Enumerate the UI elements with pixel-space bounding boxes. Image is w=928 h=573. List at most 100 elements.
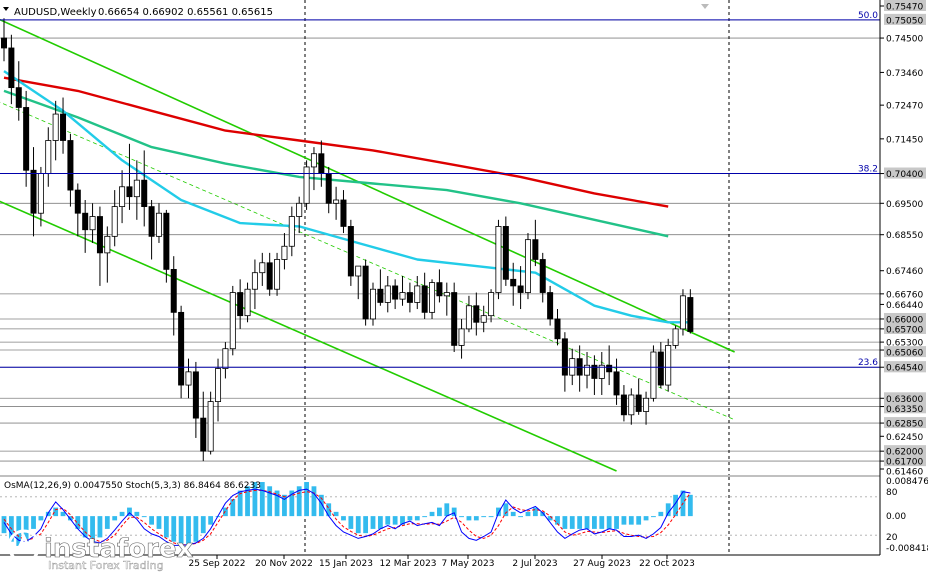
price-label: 0.73460 (886, 69, 923, 79)
osma-bar (510, 511, 516, 517)
candle-body (148, 206, 155, 237)
candle-body (524, 239, 531, 293)
price-label: 0.62850 (886, 420, 923, 430)
candle-body (133, 179, 140, 198)
price-label: 0.72470 (886, 102, 923, 112)
candle-body (126, 186, 133, 198)
candle-body (347, 226, 354, 277)
osma-bar (112, 516, 118, 521)
fib-value-bg (884, 13, 926, 25)
fib-value-label: 0.64540 (886, 364, 923, 374)
osma-bar (577, 516, 583, 529)
osma-bar (665, 503, 671, 517)
candle-body (584, 364, 591, 376)
time-label: 2 Jul 2023 (512, 559, 557, 569)
watermark-name: instaforex (44, 534, 194, 564)
price-label: 0.62000 (886, 448, 923, 458)
candle-body (384, 285, 391, 303)
candle-body (399, 292, 406, 300)
osma-bar (481, 516, 487, 518)
candle-body (111, 206, 118, 237)
indicator-axis-label: -0.008418 (886, 544, 928, 554)
candle-body (266, 262, 273, 290)
osma-bar (377, 516, 383, 529)
price-label-bg (884, 346, 926, 358)
price-label: 0.75470 (886, 3, 923, 13)
indicator-axis-label: 0.0084761 (886, 477, 928, 487)
candle-body (473, 305, 480, 323)
dropdown-arrow-icon[interactable] (3, 7, 9, 11)
osma-bar (599, 516, 605, 529)
osma-bar (23, 516, 29, 542)
candle-body (178, 311, 185, 386)
osma-bar (400, 516, 405, 525)
candle-body (192, 371, 199, 419)
candle-body (288, 216, 295, 247)
osma-bar (636, 516, 642, 525)
osma-bar (569, 516, 575, 529)
price-label: 0.66760 (886, 290, 923, 300)
osma-bar (282, 494, 287, 517)
osma-bar (318, 494, 324, 517)
price-label-bg (884, 417, 926, 429)
time-label: 12 Mar 2023 (379, 559, 436, 569)
candle-body (37, 173, 44, 214)
price-label: 0.62450 (886, 433, 923, 443)
osma-bar (643, 516, 649, 521)
candle-body (67, 140, 74, 191)
osma-bar (200, 516, 206, 534)
candles (0, 18, 694, 462)
stoch-signal-line (3, 489, 691, 546)
candle-body (96, 216, 103, 254)
osma-bar (75, 516, 81, 529)
candle-body (30, 169, 37, 214)
osma-bar (385, 516, 391, 525)
osma-bar (658, 511, 664, 517)
osma-bar (673, 494, 678, 517)
candle-body (52, 113, 59, 141)
time-label: 25 Sep 2022 (188, 559, 245, 569)
osma-bar (525, 511, 531, 517)
candle-body (369, 288, 376, 320)
price-label: 0.61460 (886, 468, 923, 478)
price-label-bg (884, 445, 926, 457)
osma-bar (31, 516, 36, 529)
candle-body (45, 140, 52, 174)
fib-label: 23.6 (858, 358, 878, 368)
candle-body (281, 245, 288, 260)
stoch-main-line (3, 488, 691, 546)
osma-bar (429, 511, 435, 517)
candle-body (119, 186, 126, 208)
osma-bar (252, 482, 258, 517)
price-label-bg (884, 455, 926, 467)
candle-body (310, 153, 317, 168)
candle-body (679, 295, 686, 330)
price-label: 0.69500 (886, 200, 923, 210)
price-label-bg (884, 392, 926, 404)
osma-bar (466, 516, 472, 521)
osma-bar (555, 516, 560, 525)
candle-body (451, 292, 458, 346)
shift-marker-icon[interactable] (701, 4, 709, 9)
candle-body (539, 259, 546, 293)
candle-body (657, 351, 664, 386)
symbol-label: AUDUSD,Weekly (14, 7, 97, 18)
price-label: 0.65300 (886, 339, 923, 349)
candle-body (362, 265, 369, 320)
candle-body (155, 212, 162, 237)
candle-body (665, 345, 672, 386)
candle-body (421, 285, 428, 313)
price-label-bg (884, 312, 926, 324)
candle-body (207, 401, 214, 452)
osma-bar (459, 516, 464, 518)
fib-value-label: 0.70400 (886, 170, 923, 180)
osma-bar (259, 482, 265, 517)
candle-body (141, 179, 148, 208)
indicator-axis: 0.008476180 0.00 20-0.008418 (886, 477, 928, 554)
osma-bar (473, 516, 479, 521)
candle-body (60, 113, 67, 141)
price-label: 0.68550 (886, 231, 923, 241)
candle-body (377, 288, 384, 303)
moving-average-line (3, 76, 669, 208)
candle-body (532, 239, 539, 260)
